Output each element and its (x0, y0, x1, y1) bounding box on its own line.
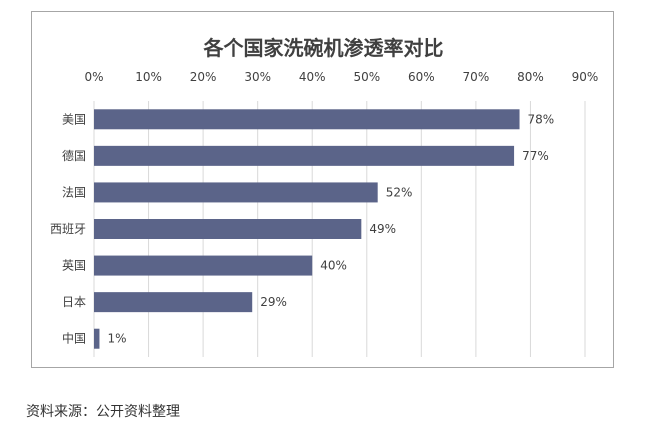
chart-title: 各个国家洗碗机渗透率对比 (203, 36, 444, 60)
x-tick-label: 30% (244, 70, 271, 84)
bar (94, 255, 313, 276)
data-label: 40% (320, 259, 347, 273)
x-tick-label: 80% (517, 70, 544, 84)
category-label: 美国 (62, 112, 86, 126)
category-label: 日本 (62, 295, 86, 309)
x-tick-label: 20% (190, 70, 217, 84)
x-tick-label: 60% (408, 70, 435, 84)
x-axis-tick-labels: 0% 10% 20% 30% 40% 50% 60% 70% 80% 90% (84, 70, 598, 84)
data-label: 52% (386, 185, 413, 199)
category-label: 西班牙 (50, 222, 86, 236)
x-tick-label: 10% (135, 70, 162, 84)
category-label: 英国 (62, 259, 86, 273)
data-label: 29% (260, 295, 287, 309)
bar (94, 292, 253, 313)
x-tick-label: 70% (463, 70, 490, 84)
bar (94, 182, 378, 203)
data-label: 77% (522, 149, 549, 163)
data-labels: 78% 77% 52% 49% 40% 29% 1% (107, 112, 554, 345)
bar-chart: 0% 10% 20% 30% 40% 50% 60% 70% 80% 90% 美国德国法国西班牙英… (50, 70, 598, 357)
data-label: 78% (528, 112, 555, 126)
x-tick-label: 50% (353, 70, 380, 84)
data-label: 1% (107, 332, 126, 346)
category-label: 法国 (62, 185, 86, 199)
bar (94, 145, 515, 166)
data-label: 49% (369, 222, 396, 236)
bar (94, 328, 100, 349)
x-tick-label: 40% (299, 70, 326, 84)
category-label: 中国 (62, 331, 86, 346)
x-tick-label: 0% (84, 70, 103, 84)
bar (94, 219, 362, 239)
bar (94, 109, 520, 130)
source-note: 资料来源：公开资料整理 (26, 404, 180, 420)
category-label: 德国 (62, 148, 86, 163)
x-tick-label: 90% (572, 70, 599, 84)
chart-frame: 各个国家洗碗机渗透率对比 0% 10% 20% 30% 40% 50% 60% 70% 80% 9… (31, 11, 614, 368)
bars (94, 109, 520, 349)
